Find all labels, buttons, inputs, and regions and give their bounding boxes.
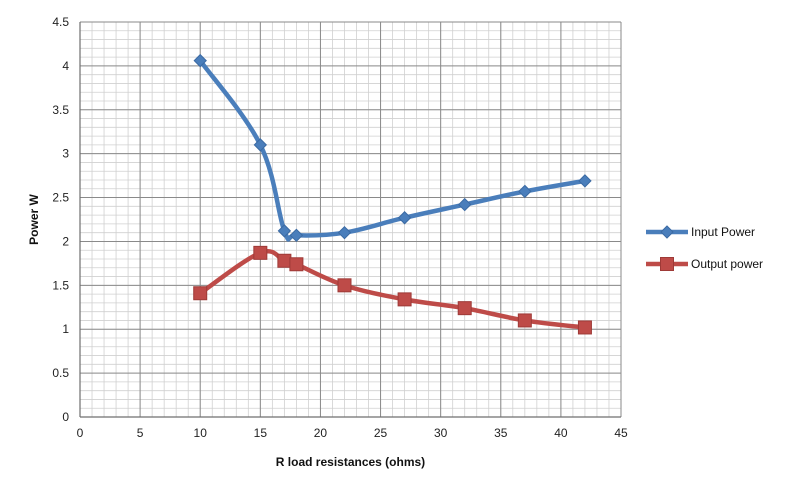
- data-point: [193, 53, 207, 68]
- y-tick-label: 0: [62, 410, 69, 424]
- y-tick-label: 2.5: [52, 191, 69, 205]
- data-point: [193, 286, 208, 301]
- legend-label: Output power: [691, 257, 763, 271]
- y-tick-label: 2: [62, 234, 69, 248]
- data-point: [253, 138, 268, 152]
- y-tick-label: 0.5: [52, 366, 69, 380]
- y-tick-label: 3.5: [52, 103, 69, 117]
- x-tick-label: 35: [494, 426, 508, 440]
- legend-item: Input Power: [646, 225, 755, 239]
- x-tick-label: 40: [554, 426, 568, 440]
- data-point: [458, 197, 472, 212]
- data-point: [289, 228, 304, 243]
- data-point: [289, 257, 304, 272]
- x-tick-label: 10: [194, 426, 208, 440]
- data-point: [578, 174, 592, 188]
- legend-label: Input Power: [691, 225, 755, 239]
- data-point: [517, 313, 532, 328]
- y-tick-label: 4: [62, 59, 69, 73]
- x-tick-label: 0: [77, 426, 84, 440]
- legend: Input Power Output power: [646, 225, 763, 271]
- x-tick-label: 15: [254, 426, 268, 440]
- series-input-power: [193, 53, 592, 243]
- x-tick-label: 5: [137, 426, 144, 440]
- x-tick-label: 25: [374, 426, 388, 440]
- legend-item: Output power: [646, 257, 763, 271]
- data-point: [397, 211, 412, 225]
- legend-swatch-marker: [660, 257, 674, 271]
- x-tick-label: 20: [314, 426, 328, 440]
- y-tick-label: 3: [62, 147, 69, 161]
- series-output-power: [193, 245, 592, 335]
- major-gridlines: [79, 21, 622, 418]
- x-axis-title: R load resistances (ohms): [276, 455, 425, 469]
- data-point: [277, 224, 292, 238]
- legend-swatch-marker: [660, 225, 674, 239]
- y-tick-label: 1.5: [52, 278, 69, 292]
- data-point: [457, 301, 472, 316]
- data-point: [337, 278, 352, 293]
- y-tick-label: 1: [62, 322, 69, 336]
- x-tick-label: 30: [434, 426, 448, 440]
- plot-frame: [79, 22, 621, 418]
- y-axis-tick-labels: 0 0.5 1 1.5 2 2.5 3 3.5 4 4.5: [52, 15, 69, 424]
- data-point: [518, 184, 532, 199]
- y-tick-label: 4.5: [52, 15, 69, 29]
- data-point: [337, 225, 352, 240]
- data-point: [253, 245, 268, 260]
- x-tick-label: 45: [614, 426, 628, 440]
- x-axis-tick-labels: 0 5 10 15 20 25 30 35 40 45: [77, 426, 628, 440]
- data-point: [577, 320, 592, 335]
- y-axis-title: Power W: [27, 193, 41, 244]
- data-point: [277, 253, 292, 268]
- minor-gridlines: [79, 21, 622, 418]
- data-point: [397, 292, 412, 307]
- series-layer: [193, 53, 592, 335]
